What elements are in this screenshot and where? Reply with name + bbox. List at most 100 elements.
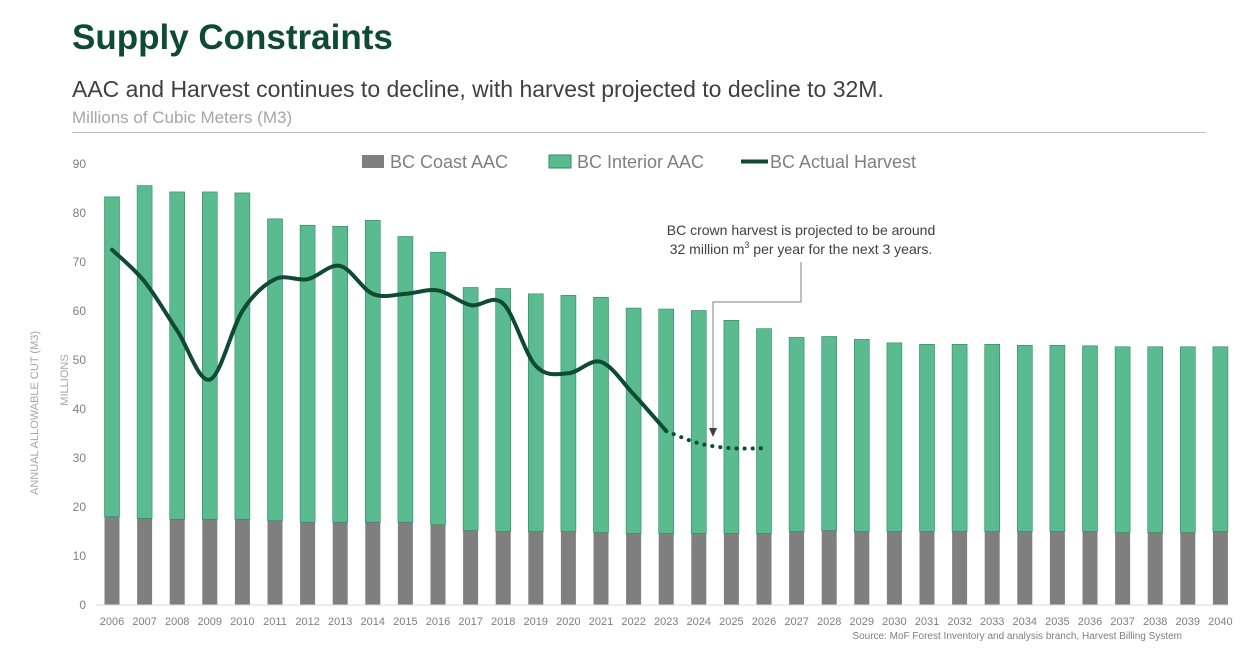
bar-coast-aac — [1180, 532, 1196, 605]
bar-coast-aac — [300, 522, 316, 605]
bar-interior-aac — [104, 196, 120, 518]
x-tick-label: 2040 — [1208, 616, 1232, 628]
x-tick-label: 2038 — [1143, 616, 1167, 628]
x-tick-label: 2015 — [393, 616, 417, 628]
x-tick-label: 2010 — [230, 616, 254, 628]
chart-legend: BC Coast AAC BC Interior AAC BC Actual H… — [362, 152, 916, 172]
x-tick-label: 2034 — [1013, 616, 1037, 628]
bar-coast-aac — [1147, 532, 1163, 605]
x-tick-label: 2029 — [850, 616, 874, 628]
page-subtitle: AAC and Harvest continues to decline, wi… — [72, 76, 884, 102]
bar-coast-aac — [691, 533, 707, 605]
x-tick-label: 2020 — [556, 616, 580, 628]
bar-interior-aac — [853, 339, 870, 532]
bar-coast-aac — [267, 520, 283, 605]
y-tick-label: 70 — [73, 255, 87, 269]
bar-coast-aac — [1082, 531, 1098, 605]
x-tick-label: 2008 — [165, 616, 189, 628]
bar-interior-aac — [1180, 346, 1196, 533]
x-tick-label: 2032 — [947, 616, 971, 628]
bar-coast-aac — [821, 530, 837, 605]
bar-coast-aac — [1115, 532, 1131, 605]
bar-interior-aac — [1016, 344, 1033, 532]
bar-coast-aac — [723, 533, 739, 605]
bar-coast-aac — [919, 531, 935, 605]
bar-interior-aac — [202, 191, 218, 520]
x-tick-label: 2024 — [687, 616, 711, 628]
x-tick-label: 2006 — [100, 616, 124, 628]
harvest-line-series — [110, 247, 766, 451]
bar-interior-aac — [756, 328, 772, 534]
x-tick-label: 2033 — [980, 616, 1004, 628]
x-tick-label: 2022 — [621, 616, 645, 628]
y-tick-label: 10 — [73, 549, 87, 563]
bar-coast-aac — [952, 531, 968, 605]
bar-interior-aac — [430, 251, 446, 525]
bar-coast-aac — [1017, 531, 1033, 605]
x-tick-label: 2021 — [589, 616, 613, 628]
y-axis-label-outer: ANNUAL ALLOWABLE CUT (M3) — [29, 331, 41, 495]
y-axis-ticks: 0 10 20 30 40 50 60 70 80 90 — [73, 157, 87, 612]
bar-interior-aac — [658, 308, 675, 534]
bar-interior-aac — [886, 342, 903, 532]
bar-interior-aac — [1147, 346, 1163, 533]
bar-coast-aac — [365, 522, 381, 605]
bar-coast-aac — [397, 522, 413, 605]
bar-interior-aac — [169, 191, 185, 520]
x-tick-label: 2037 — [1110, 616, 1134, 628]
bar-interior-aac — [332, 225, 349, 523]
bar-interior-aac — [1082, 345, 1098, 532]
x-tick-label: 2018 — [491, 616, 515, 628]
x-tick-label: 2007 — [132, 616, 156, 628]
x-tick-label: 2017 — [458, 616, 482, 628]
bar-coast-aac — [528, 531, 544, 605]
bar-coast-aac — [854, 531, 870, 605]
y-tick-label: 80 — [73, 206, 87, 220]
bar-interior-aac — [1114, 346, 1131, 533]
bar-coast-aac — [463, 530, 479, 605]
header-divider — [72, 132, 1206, 133]
bar-coast-aac — [430, 524, 446, 605]
bar-coast-aac — [886, 531, 902, 605]
bar-coast-aac — [137, 518, 153, 605]
bar-interior-aac — [527, 293, 544, 532]
bar-interior-aac — [234, 192, 251, 520]
x-tick-label: 2028 — [817, 616, 841, 628]
y-tick-label: 90 — [73, 157, 87, 171]
y-axis-label-inner: MILLIONS — [59, 354, 71, 405]
x-axis-ticks: 2006 2007 2008 2009 2010 2011 2012 2013 2014 2015… — [100, 616, 1233, 628]
bar-coast-aac — [234, 519, 250, 605]
bar-coast-aac — [332, 522, 348, 605]
bar-interior-aac — [364, 220, 381, 523]
bar-interior-aac — [919, 344, 935, 532]
legend-label-harvest: BC Actual Harvest — [770, 152, 916, 172]
y-tick-label: 60 — [73, 304, 87, 318]
legend-label-coast: BC Coast AAC — [390, 152, 508, 172]
bar-interior-aac — [1212, 346, 1229, 532]
callout-arrowhead — [709, 428, 717, 437]
bar-interior-aac — [821, 336, 838, 531]
legend-label-interior: BC Interior AAC — [577, 152, 704, 172]
source-note: Source: MoF Forest Inventory and analysi… — [852, 631, 1182, 642]
y-tick-label: 30 — [73, 451, 87, 465]
bar-coast-aac — [593, 532, 609, 605]
x-tick-label: 2012 — [295, 616, 319, 628]
x-tick-label: 2031 — [915, 616, 939, 628]
page-title: Supply Constraints — [72, 18, 393, 57]
x-tick-label: 2013 — [328, 616, 352, 628]
y-tick-label: 40 — [73, 402, 87, 416]
y-tick-label: 50 — [73, 353, 87, 367]
bar-interior-aac — [1049, 344, 1066, 532]
projection-callout: BC crown harvest is projected to be arou… — [667, 222, 935, 437]
bar-interior-aac — [397, 236, 414, 523]
bar-interior-aac — [136, 185, 153, 519]
x-tick-label: 2016 — [426, 616, 450, 628]
harvest-projected-line — [664, 429, 766, 451]
bar-interior-aac — [299, 224, 316, 523]
callout-line-2: 32 million m3 per year for the next 3 ye… — [670, 240, 933, 257]
bar-interior-aac — [593, 296, 609, 533]
bar-interior-aac — [984, 344, 1001, 532]
bar-interior-aac — [462, 287, 479, 531]
bar-coast-aac — [202, 519, 218, 605]
x-tick-label: 2011 — [263, 616, 287, 628]
